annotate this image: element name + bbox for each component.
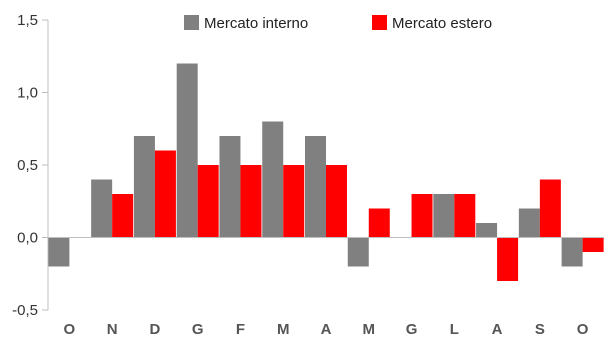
y-axis: -0,5 0,0 0,5 1,0 1,5 (12, 12, 49, 319)
bar-mercato-interno (48, 237, 70, 267)
bar-mercato-interno (347, 237, 369, 267)
x-tick-label: L (450, 321, 459, 338)
x-tick-label: M (277, 321, 290, 338)
bar-mercato-estero (454, 194, 476, 238)
bar-mercato-estero (154, 150, 176, 238)
bar-mercato-estero (368, 208, 390, 238)
bar-mercato-estero (582, 237, 604, 252)
bar-mercato-interno (305, 136, 326, 238)
x-tick-label: S (535, 321, 545, 338)
bar-mercato-interno (262, 121, 284, 238)
bar-mercato-estero (411, 194, 433, 238)
legend-swatch (184, 15, 199, 30)
bar-mercato-estero (197, 165, 219, 238)
y-tick-label: 1,0 (17, 85, 38, 102)
legend-label: Mercato interno (204, 15, 308, 32)
x-tick-label: F (236, 321, 245, 338)
x-tick-label: G (192, 321, 204, 338)
y-tick-label: 0,0 (17, 230, 38, 247)
x-tick-label: A (321, 321, 332, 338)
bar-mercato-interno (133, 136, 155, 238)
bar-mercato-interno (518, 208, 540, 238)
bar-mercato-estero (240, 165, 262, 238)
legend: Mercato interno Mercato estero (184, 15, 492, 32)
x-tick-label: A (492, 321, 503, 338)
x-tick-label: D (149, 321, 160, 338)
x-tick-label: G (406, 321, 418, 338)
y-tick-label: 1,5 (17, 12, 38, 29)
bar-mercato-estero (112, 194, 134, 238)
x-tick-label: N (107, 321, 118, 338)
bar-mercato-interno (433, 194, 455, 238)
bar-mercato-interno (176, 63, 198, 238)
bar-mercato-interno (476, 223, 498, 238)
bar-mercato-estero (497, 237, 519, 281)
y-tick-label: -0,5 (12, 302, 38, 319)
legend-label: Mercato estero (392, 15, 492, 32)
y-tick-label: 0,5 (17, 157, 38, 174)
x-tick-label: O (64, 321, 76, 338)
bar-mercato-estero (326, 165, 347, 238)
bars (48, 63, 604, 281)
bar-mercato-interno (91, 179, 113, 238)
bar-mercato-interno (561, 237, 583, 267)
bar-mercato-interno (219, 136, 241, 238)
bar-mercato-estero (539, 179, 561, 238)
x-tick-label: M (363, 321, 376, 338)
legend-swatch (372, 15, 387, 30)
bar-mercato-estero (283, 165, 305, 238)
x-tick-label: O (577, 321, 589, 338)
